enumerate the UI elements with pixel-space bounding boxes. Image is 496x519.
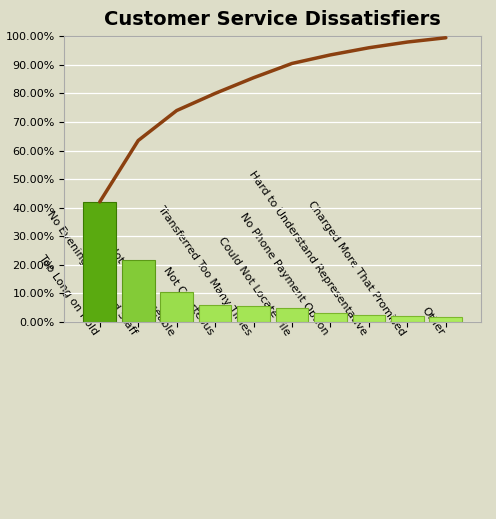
Bar: [391, 316, 424, 322]
Bar: [430, 318, 462, 322]
Bar: [122, 261, 155, 322]
Bar: [353, 315, 385, 322]
Bar: [314, 313, 347, 322]
Bar: [160, 292, 193, 322]
Bar: [199, 305, 232, 322]
Bar: [83, 202, 116, 322]
Bar: [237, 306, 270, 322]
Title: Customer Service Dissatisfiers: Customer Service Dissatisfiers: [105, 10, 441, 29]
Bar: [276, 307, 309, 322]
